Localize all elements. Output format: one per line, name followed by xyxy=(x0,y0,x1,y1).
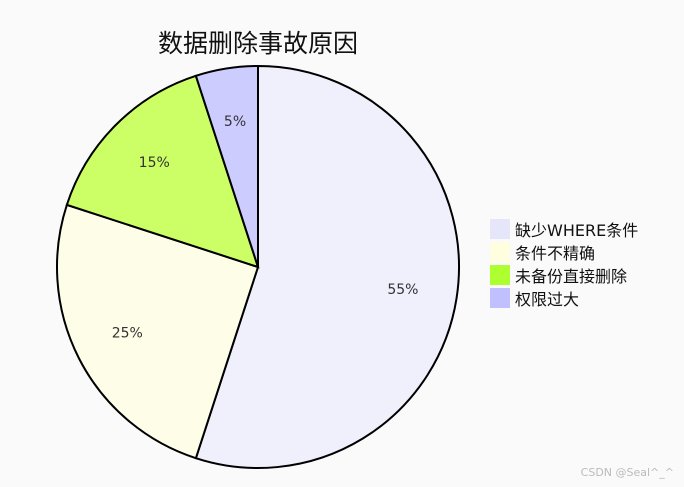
legend-swatch xyxy=(490,287,510,308)
legend-item: 未备份直接删除 xyxy=(490,263,638,286)
legend-label: 未备份直接删除 xyxy=(515,266,628,286)
watermark: CSDN @Seal^_^ xyxy=(580,466,674,479)
legend-swatch xyxy=(490,218,510,239)
pie-slice xyxy=(194,64,460,469)
legend-swatch xyxy=(490,264,510,285)
pie-slice xyxy=(65,74,260,269)
legend: 缺少WHERE条件 条件不精确未备份直接删除 权限过大 xyxy=(490,217,638,309)
legend-label: 条件不精确 xyxy=(515,243,596,263)
pie-slice xyxy=(194,64,259,268)
legend-label: 权限过大 xyxy=(515,289,580,309)
slice-label: 15% xyxy=(139,155,170,171)
slice-label: 5% xyxy=(224,114,246,130)
chart-title: 数据删除事故原因 xyxy=(157,29,358,58)
legend-swatch xyxy=(490,241,510,262)
legend-item: 缺少WHERE条件 xyxy=(490,217,638,240)
legend-label: 缺少WHERE条件 xyxy=(515,220,639,240)
legend-item: 条件不精确 xyxy=(490,240,638,263)
pie-slice xyxy=(56,203,260,460)
slice-label: 25% xyxy=(112,326,143,342)
legend-item: 权限过大 xyxy=(490,286,638,309)
slice-label: 55% xyxy=(387,282,418,298)
